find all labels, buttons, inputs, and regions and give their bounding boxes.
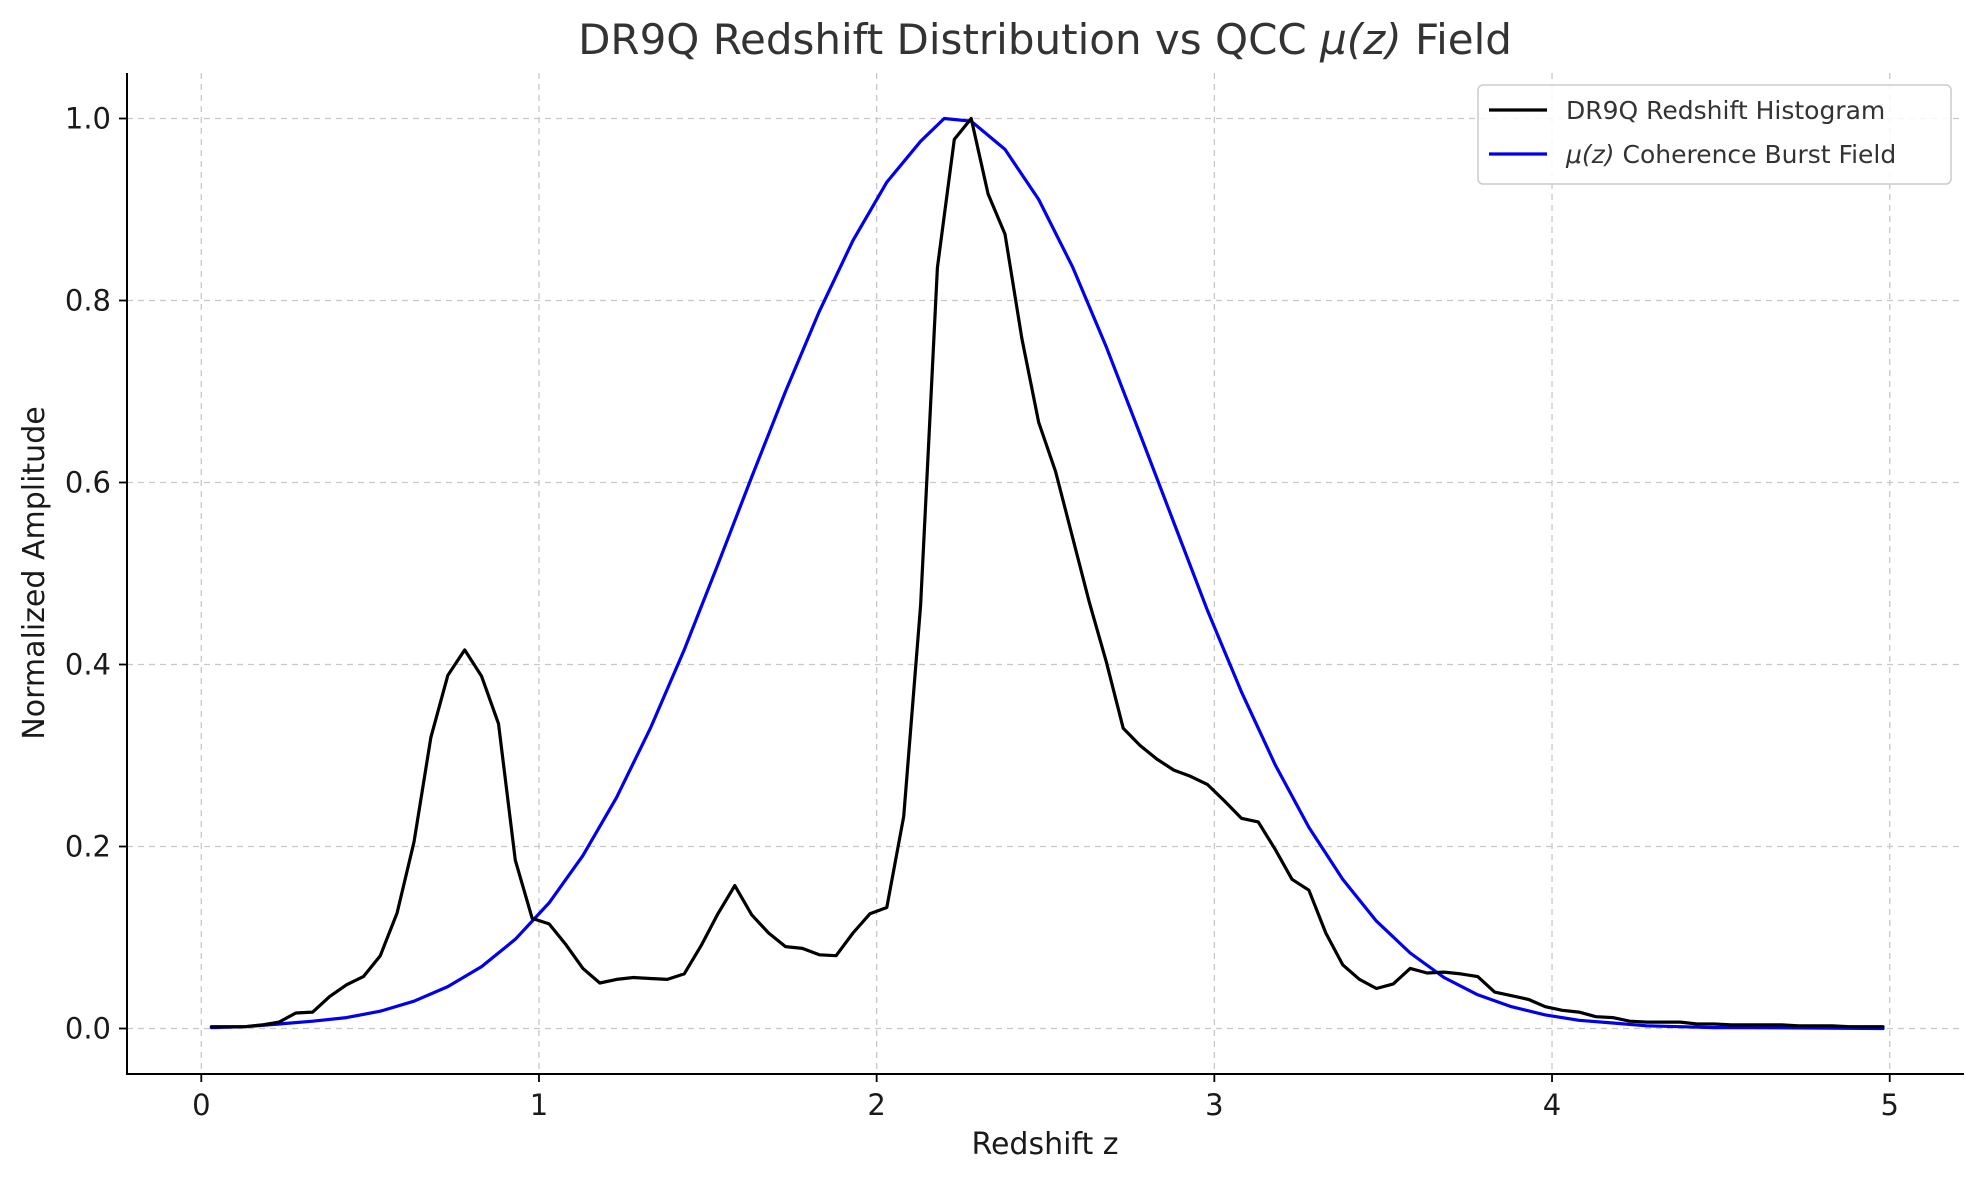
- x-tick-label: 1: [530, 1088, 548, 1122]
- x-tick-label: 0: [192, 1088, 210, 1122]
- legend-label-mu-field: μ(z) Coherence Burst Field: [1565, 140, 1896, 169]
- y-tick-label: 0.8: [65, 284, 111, 318]
- histogram-series-line: [209, 116, 1885, 1029]
- x-axis-ticks: 0 1 2 3 4 5: [192, 1074, 1899, 1122]
- legend: DR9Q Redshift Histogram μ(z) Coherence B…: [1477, 84, 1952, 185]
- y-tick-label: 0.6: [65, 466, 111, 500]
- x-tick-label: 2: [867, 1088, 885, 1122]
- x-tick-label: 5: [1880, 1088, 1898, 1122]
- mu-field-series-line: [209, 116, 1885, 1031]
- y-tick-label: 0.0: [65, 1012, 111, 1046]
- y-axis-label: Normalized Amplitude: [17, 406, 52, 739]
- x-tick-label: 3: [1205, 1088, 1223, 1122]
- legend-box: [1477, 84, 1952, 185]
- y-axis-ticks: 0.0 0.2 0.4 0.6 0.8 1.0: [65, 102, 127, 1046]
- y-tick-label: 0.4: [65, 648, 111, 682]
- x-tick-label: 4: [1543, 1088, 1561, 1122]
- legend-label-histogram: DR9Q Redshift Histogram: [1566, 96, 1885, 125]
- chart-title: DR9Q Redshift Distribution vs QCC μ(z) F…: [578, 15, 1512, 64]
- y-tick-label: 1.0: [65, 102, 111, 136]
- y-tick-label: 0.2: [65, 830, 111, 864]
- x-axis-label: Redshift z: [971, 1127, 1118, 1162]
- grid: [127, 73, 1964, 1074]
- series-layer: [209, 116, 1885, 1031]
